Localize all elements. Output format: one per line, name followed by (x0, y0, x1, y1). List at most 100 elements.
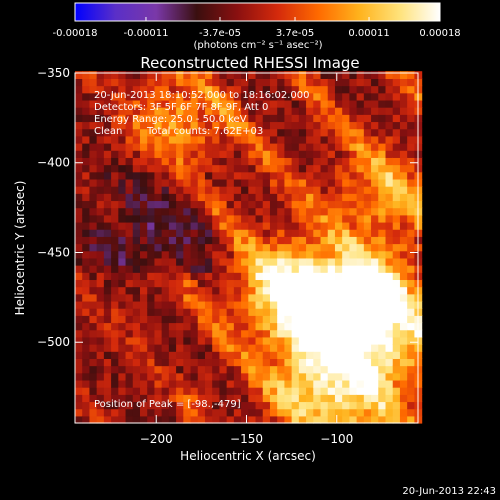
heatmap-cell (291, 344, 300, 352)
heatmap-cell (183, 214, 192, 223)
heatmap-cell (248, 135, 257, 144)
heatmap-cell (82, 351, 91, 359)
heatmap-cell (183, 128, 192, 137)
heatmap-cell (226, 336, 235, 345)
heatmap-cell (233, 221, 242, 230)
heatmap-cell (111, 365, 119, 374)
heatmap-cell (334, 114, 343, 123)
heatmap-cell (226, 128, 235, 137)
heatmap-cell (75, 372, 83, 381)
heatmap-cell (334, 315, 343, 324)
heatmap-cell (75, 200, 83, 209)
heatmap-cell (371, 365, 379, 374)
heatmap-cell (327, 85, 336, 94)
heatmap-cell (248, 401, 257, 410)
heatmap-cell (306, 92, 314, 101)
heatmap-cell (363, 135, 372, 144)
heatmap-cell (197, 308, 206, 316)
heatmap-cell (204, 372, 213, 381)
heatmap-cell (118, 365, 127, 374)
heatmap-cell (320, 229, 329, 237)
heatmap-cell (277, 300, 286, 309)
heatmap-cell (248, 293, 257, 302)
heatmap-cell (204, 186, 213, 194)
heatmap-cell (349, 92, 358, 101)
heatmap-cell (111, 236, 119, 245)
heatmap-cell (313, 344, 322, 352)
heatmap-cell (176, 164, 184, 173)
heatmap-cell (132, 322, 141, 331)
heatmap-cell (204, 250, 213, 259)
heatmap-cell (306, 171, 314, 180)
heatmap-cell (118, 178, 127, 187)
heatmap-cell (313, 387, 322, 395)
heatmap-cell (313, 178, 322, 187)
heatmap-cell (334, 365, 343, 374)
heatmap-cell (132, 128, 141, 137)
heatmap-cell (385, 99, 394, 108)
heatmap-cell (139, 365, 148, 374)
heatmap-cell (378, 358, 387, 367)
heatmap-cell (385, 358, 394, 367)
heatmap-cell (284, 243, 293, 252)
heatmap-cell (378, 128, 387, 137)
heatmap-cell (190, 214, 199, 223)
heatmap-cell (262, 300, 271, 309)
heatmap-cell (111, 336, 119, 345)
heatmap-cell (349, 214, 358, 223)
heatmap-cell (226, 107, 235, 115)
heatmap-cell (392, 171, 401, 180)
heatmap-cell (378, 322, 387, 331)
heatmap-cell (219, 92, 228, 101)
heatmap-cell (327, 193, 336, 202)
heatmap-cell (363, 107, 372, 115)
heatmap-cell (190, 415, 199, 424)
heatmap-cell (269, 157, 278, 166)
heatmap-cell (255, 143, 264, 151)
heatmap-cell (392, 279, 401, 288)
heatmap-cell (212, 293, 221, 302)
heatmap-cell (327, 300, 336, 309)
heatmap-cell (233, 279, 242, 288)
heatmap-cell (371, 272, 379, 281)
heatmap-cell (233, 293, 242, 302)
heatmap-cell (334, 71, 343, 79)
heatmap-cell (139, 143, 148, 151)
heatmap-cell (103, 236, 112, 245)
heatmap-cell (226, 121, 235, 130)
heatmap-cell (327, 329, 336, 338)
heatmap-cell (154, 329, 163, 338)
heatmap-cell (197, 293, 206, 302)
heatmap-cell (82, 193, 91, 202)
heatmap-cell (103, 351, 112, 359)
heatmap-cell (334, 200, 343, 209)
heatmap-cell (306, 257, 314, 266)
heatmap-cell (298, 315, 307, 324)
heatmap-cell (118, 329, 127, 338)
heatmap-cell (75, 265, 83, 273)
heatmap-cell (125, 365, 134, 374)
heatmap-cell (89, 415, 98, 424)
heatmap-cell (342, 236, 350, 245)
heatmap-cell (349, 157, 358, 166)
heatmap-cell (226, 272, 235, 281)
heatmap-cell (75, 293, 83, 302)
heatmap-cell (219, 121, 228, 130)
heatmap-cell (371, 99, 379, 108)
heatmap-cell (356, 178, 365, 187)
heatmap-cell (385, 121, 394, 130)
heatmap-cell (298, 229, 307, 237)
heatmap-cell (392, 293, 401, 302)
heatmap-cell (118, 379, 127, 388)
heatmap-cell (407, 358, 415, 367)
heatmap-cell (219, 193, 228, 202)
heatmap-cell (82, 71, 91, 79)
heatmap-cell (284, 193, 293, 202)
heatmap-cell (284, 250, 293, 259)
heatmap-cell (197, 200, 206, 209)
heatmap-cell (248, 308, 257, 316)
heatmap-cell (291, 221, 300, 230)
heatmap-cell (371, 243, 379, 252)
heatmap-cell (96, 365, 105, 374)
heatmap-cell (334, 286, 343, 295)
